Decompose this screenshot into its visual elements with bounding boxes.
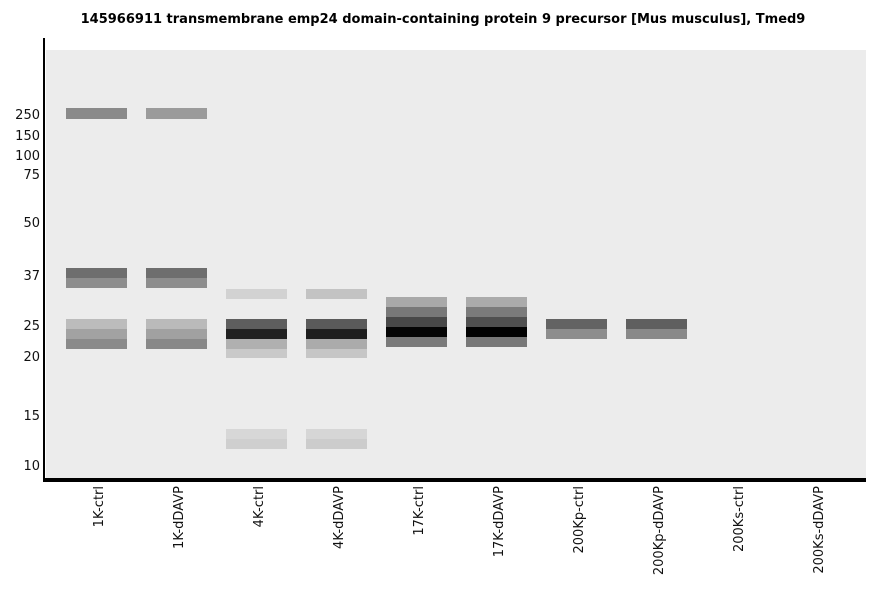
blot-band-4K-ctrl-23kda xyxy=(226,339,287,349)
x-tick-label-17K-dDAVP: 17K-dDAVP xyxy=(492,486,507,558)
plot-area xyxy=(46,50,866,478)
blot-band-17K-dDAVP-23kda xyxy=(466,337,527,347)
blot-band-4K-dDAVP-24kda xyxy=(306,329,367,339)
blot-band-1K-dDAVP-23kda xyxy=(146,339,207,349)
figure-title: 145966911 transmembrane emp24 domain-con… xyxy=(80,12,806,27)
blot-band-4K-ctrl-12kda xyxy=(226,439,287,449)
x-axis-line xyxy=(43,478,866,482)
blot-band-1K-ctrl-25kda xyxy=(66,319,127,329)
y-tick-label-10: 10 xyxy=(23,459,40,474)
x-tick-label-4K-dDAVP: 4K-dDAVP xyxy=(332,486,347,549)
blot-band-200Kp-dDAVP-24kda xyxy=(626,329,687,339)
blot-band-1K-dDAVP-38kda xyxy=(146,268,207,278)
blot-band-4K-dDAVP-12kda xyxy=(306,439,367,449)
blot-band-1K-dDAVP-250kda xyxy=(146,108,207,119)
blot-band-1K-ctrl-36kda xyxy=(66,278,127,288)
x-tick-label-17K-ctrl: 17K-ctrl xyxy=(412,486,427,536)
y-axis-line xyxy=(43,38,45,482)
blot-band-17K-dDAVP-24kda xyxy=(466,327,527,337)
blot-band-1K-ctrl-24kda xyxy=(66,329,127,339)
blot-band-17K-dDAVP-26kda xyxy=(466,317,527,327)
x-tick-label-200Ks-ctrl: 200Ks-ctrl xyxy=(732,486,747,553)
blot-band-17K-ctrl-23kda xyxy=(386,337,447,347)
blot-band-4K-ctrl-21kda xyxy=(226,349,287,358)
blot-band-1K-dDAVP-25kda xyxy=(146,319,207,329)
blot-band-17K-ctrl-24kda xyxy=(386,327,447,337)
blot-band-17K-ctrl-26kda xyxy=(386,317,447,327)
blot-band-4K-dDAVP-21kda xyxy=(306,349,367,358)
x-tick-label-1K-dDAVP: 1K-dDAVP xyxy=(172,486,187,549)
y-tick-label-100: 100 xyxy=(15,149,40,164)
blot-band-200Kp-dDAVP-25kda xyxy=(626,319,687,329)
blot-band-4K-ctrl-25kda xyxy=(226,319,287,329)
blot-band-4K-ctrl-24kda xyxy=(226,329,287,339)
y-tick-label-20: 20 xyxy=(23,350,40,365)
blot-band-4K-dDAVP-32kda xyxy=(306,289,367,299)
blot-band-1K-dDAVP-24kda xyxy=(146,329,207,339)
blot-band-200Kp-ctrl-25kda xyxy=(546,319,607,329)
blot-band-1K-dDAVP-36kda xyxy=(146,278,207,288)
y-tick-label-75: 75 xyxy=(23,168,40,183)
blot-band-17K-dDAVP-28kda xyxy=(466,297,527,307)
blot-band-17K-ctrl-27kda xyxy=(386,307,447,317)
blot-band-4K-ctrl-13kda xyxy=(226,429,287,439)
blot-band-4K-dDAVP-25kda xyxy=(306,319,367,329)
blot-band-17K-dDAVP-27kda xyxy=(466,307,527,317)
y-tick-label-250: 250 xyxy=(15,108,40,123)
blot-band-1K-ctrl-38kda xyxy=(66,268,127,278)
blot-band-1K-ctrl-250kda xyxy=(66,108,127,119)
y-tick-label-15: 15 xyxy=(23,409,40,424)
x-tick-label-1K-ctrl: 1K-ctrl xyxy=(92,486,107,528)
y-tick-label-150: 150 xyxy=(15,129,40,144)
blot-band-200Kp-ctrl-24kda xyxy=(546,329,607,339)
x-tick-label-200Kp-dDAVP: 200Kp-dDAVP xyxy=(652,486,667,576)
y-tick-label-25: 25 xyxy=(23,319,40,334)
blot-band-1K-ctrl-23kda xyxy=(66,339,127,349)
x-tick-label-200Kp-ctrl: 200Kp-ctrl xyxy=(572,486,587,554)
blot-band-4K-ctrl-32kda xyxy=(226,289,287,299)
y-tick-label-50: 50 xyxy=(23,216,40,231)
y-tick-label-37: 37 xyxy=(23,269,40,284)
blot-band-4K-dDAVP-23kda xyxy=(306,339,367,349)
x-tick-label-4K-ctrl: 4K-ctrl xyxy=(252,486,267,528)
x-tick-label-200Ks-dDAVP: 200Ks-dDAVP xyxy=(812,486,827,574)
blot-band-17K-ctrl-28kda xyxy=(386,297,447,307)
blot-band-4K-dDAVP-13kda xyxy=(306,429,367,439)
